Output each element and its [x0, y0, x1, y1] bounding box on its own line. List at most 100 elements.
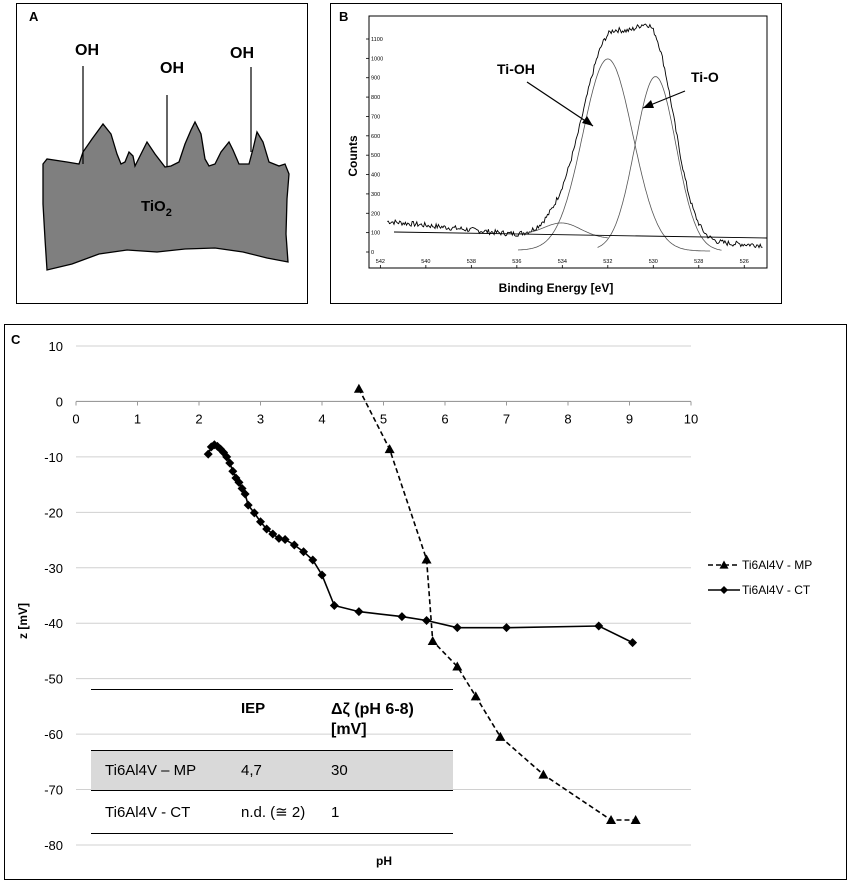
arrowhead-ti-o [643, 100, 654, 108]
ct-data-point [240, 489, 250, 499]
ct-data-point [206, 442, 216, 452]
oh-label-2: OH [160, 60, 184, 77]
zeta-xtick-label: 9 [626, 411, 633, 426]
arrowhead-ti-oh [582, 116, 593, 126]
zeta-xtick-label: 0 [72, 411, 79, 426]
xps-xtick-label: 530 [649, 259, 658, 265]
xps-ytick-label: 700 [371, 114, 380, 120]
panel-a: A OH OH OH TiO2 [16, 3, 308, 304]
zeta-xtick-label: 4 [318, 411, 325, 426]
zeta-xtick-label: 3 [257, 411, 264, 426]
xps-raw-spectrum [387, 23, 763, 249]
zeta-ylabel: z [mV] [16, 603, 30, 639]
panel-b: B 0 100 200 300 400 500 600 700 800 900 1000 1100 5… [330, 3, 782, 304]
table-cell-iep: 4,7 [241, 762, 262, 779]
xps-xtick-label: 534 [558, 259, 567, 265]
ct-data-point [329, 600, 339, 610]
oh-label-1: OH [75, 42, 99, 59]
legend-marker [719, 560, 729, 569]
mp-data-point [421, 554, 432, 564]
ct-data-point [225, 458, 235, 468]
zeta-chart: C 10 0 -10 -20 -30 -40 -50 -60 -70 -80 0 1 2 3 4 5 6 7 8 9… [11, 332, 812, 868]
legend-label: Ti6Al4V - CT [742, 583, 811, 597]
zeta-ytick-label: -10 [44, 450, 63, 465]
mp-data-point [538, 769, 549, 779]
zeta-ytick-label: -70 [44, 783, 63, 798]
ct-data-point [234, 477, 244, 487]
mp-data-point [630, 815, 641, 825]
xps-xtick-label: 536 [512, 259, 521, 265]
table-cell-name: Ti6Al4V – MP [105, 762, 197, 779]
ct-data-point [452, 623, 462, 633]
legend-marker [720, 586, 728, 594]
series-line-mp [358, 388, 636, 821]
panel-a-letter: A [29, 9, 39, 24]
ct-data-point [268, 529, 278, 539]
xps-ytick-label: 1000 [371, 56, 383, 62]
xps-xtick-label: 542 [376, 259, 385, 265]
annotation-ti-oh: Ti-OH [497, 61, 535, 77]
xps-ytick-label: 1100 [371, 37, 383, 43]
xps-ytick-label: 100 [371, 231, 380, 237]
ct-data-point [256, 517, 265, 527]
table-header-rule [91, 750, 453, 751]
zeta-ytick-label: -30 [44, 561, 63, 576]
ct-data-point [594, 621, 604, 631]
zeta-xtick-label: 6 [441, 411, 448, 426]
oh-label-3: OH [230, 45, 254, 62]
ct-data-point [628, 638, 638, 648]
arrow-ti-oh [526, 81, 594, 127]
xps-ytick-label: 300 [371, 192, 380, 198]
panel-c: C 10 0 -10 -20 -30 -40 -50 -60 -70 -80 0 1 2 3 4 5 6 7 8 9… [4, 324, 847, 880]
zeta-ytick-label: -20 [44, 505, 63, 520]
mp-data-point [495, 731, 506, 741]
table-mid-rule [91, 790, 453, 791]
xps-xtick-label: 532 [603, 259, 612, 265]
xps-ytick-label: 800 [371, 95, 380, 101]
mp-data-point [353, 383, 364, 393]
zeta-ytick-label: -80 [44, 838, 63, 853]
zeta-ytick-label: 0 [56, 394, 63, 409]
table-cell-delta: 30 [331, 762, 348, 779]
zeta-gridlines [76, 345, 691, 846]
xps-fit-ti-o [597, 76, 722, 251]
zeta-xtick-label: 1 [134, 411, 141, 426]
xps-fit-ti-oh [517, 58, 711, 252]
table-cell-delta: 1 [331, 803, 340, 821]
iep-table: IEP Δζ (pH 6-8) [mV] Ti6Al4V – MP 4,7 30… [91, 689, 453, 834]
xps-ytick-label: 0 [371, 250, 374, 256]
xps-spectrum: B 0 100 200 300 400 500 600 700 800 900 1000 1100 5… [339, 9, 768, 295]
zeta-xtick-label: 8 [564, 411, 571, 426]
xps-fit-minor [518, 222, 608, 239]
table-cell-iep: n.d. (≅ 2) [241, 804, 306, 821]
mp-data-point [384, 444, 395, 454]
ct-data-point [280, 535, 290, 545]
table-row: Ti6Al4V - CT n.d. (≅ 2) 1 [91, 791, 453, 833]
xps-ytick-label: 900 [371, 76, 380, 82]
panel-c-letter: C [11, 332, 21, 347]
ct-data-point [299, 547, 309, 557]
table-header-iep: IEP [241, 700, 266, 717]
mp-data-point [452, 661, 463, 671]
table-bottom-rule [91, 833, 453, 834]
table-cell-name: Ti6Al4V - CT [105, 803, 191, 821]
ct-data-point [228, 466, 238, 476]
xps-ytick-label: 600 [371, 134, 380, 140]
ct-data-point [203, 449, 213, 459]
zeta-ytick-label: -40 [44, 616, 63, 631]
ct-data-point [222, 452, 232, 462]
annotation-ti-o: Ti-O [691, 69, 719, 85]
zeta-ytick-label: -50 [44, 672, 63, 687]
tio2-surface [42, 120, 290, 271]
zeta-xlabel: pH [376, 854, 392, 868]
ct-data-point [397, 612, 407, 622]
table-header-row: IEP Δζ (pH 6-8) [mV] [91, 690, 453, 750]
ct-data-point [289, 540, 299, 550]
xps-xtick-label: 538 [467, 259, 476, 265]
xps-ylabel: Counts [346, 135, 360, 177]
xps-ytick-label: 400 [371, 173, 380, 179]
xps-xtick-label: 526 [740, 259, 749, 265]
panel-a-drawing: A OH OH OH TiO2 [29, 9, 290, 271]
mp-data-point [470, 691, 481, 701]
xps-xtick-label: 528 [694, 259, 703, 265]
